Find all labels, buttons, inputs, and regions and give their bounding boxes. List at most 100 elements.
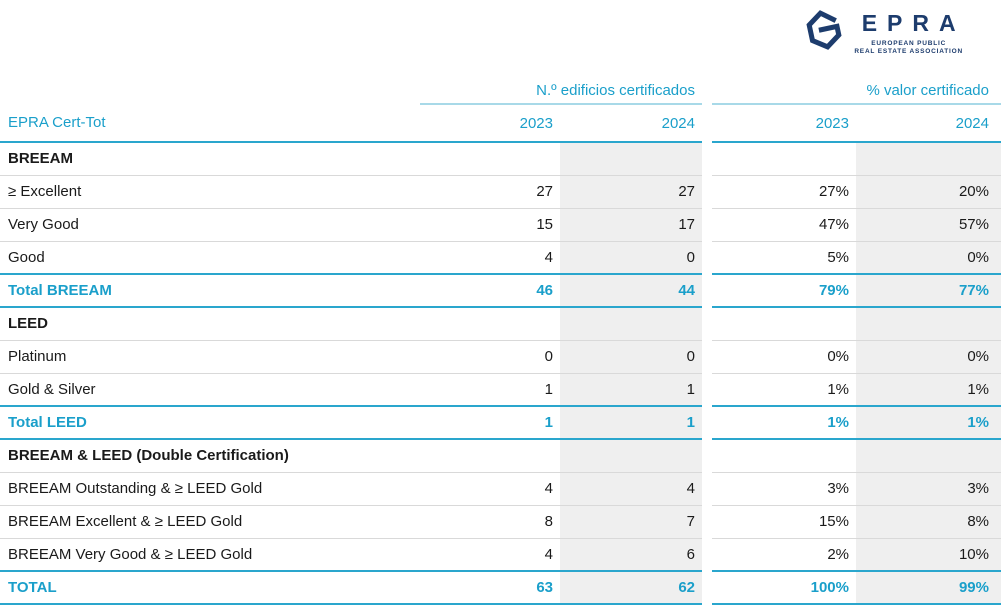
cell-num-2023: [420, 439, 560, 473]
cell-pct-2024: 99%: [856, 570, 1001, 605]
column-gap: [702, 104, 712, 142]
cell-pct-2023: 1%: [712, 405, 856, 440]
cell-pct-2023: [712, 307, 856, 341]
year-header-num-2024: 2024: [560, 104, 702, 143]
column-gap: [702, 307, 712, 340]
certification-table: N.º edificios certificados % valor certi…: [0, 80, 1001, 605]
column-gap: [702, 274, 712, 307]
cell-num-2024: 62: [560, 570, 702, 605]
section-header-row: BREEAM & LEED (Double Certification): [0, 439, 1001, 473]
epra-subtitle-line1: EUROPEAN PUBLIC: [871, 40, 947, 47]
row-label: ≥ Excellent: [0, 175, 420, 209]
cell-num-2023: 46: [420, 273, 560, 308]
row-label: Platinum: [0, 340, 420, 374]
row-label: Gold & Silver: [0, 373, 420, 407]
row-label: Good: [0, 241, 420, 275]
total-row: Total BREEAM 46 44 79% 77%: [0, 273, 1001, 308]
cell-num-2024: 27: [560, 175, 702, 209]
cell-pct-2023: [712, 142, 856, 176]
group-header-spacer: [0, 80, 420, 104]
cell-pct-2024: 20%: [856, 175, 1001, 209]
cell-num-2024: 0: [560, 340, 702, 374]
cell-num-2024: 4: [560, 472, 702, 506]
cell-pct-2024: 8%: [856, 505, 1001, 539]
column-gap: [702, 472, 712, 505]
cell-num-2024: 44: [560, 273, 702, 308]
column-gap: [702, 571, 712, 604]
year-header-row: EPRA Cert-Tot 2023 2024 2023 2024: [0, 104, 1001, 143]
row-label: BREEAM Excellent & ≥ LEED Gold: [0, 505, 420, 539]
epra-subtitle-line2: REAL ESTATE ASSOCIATION: [854, 48, 963, 56]
cell-pct-2023: 5%: [712, 241, 856, 275]
epra-brand-text: EPRA: [861, 10, 966, 36]
cell-pct-2024: [856, 142, 1001, 176]
table-row: BREEAM Outstanding & ≥ LEED Gold 4 4 3% 3%: [0, 472, 1001, 506]
column-gap: [702, 175, 712, 208]
column-gap: [702, 208, 712, 241]
cell-num-2024: 1: [560, 373, 702, 407]
cell-pct-2024: 0%: [856, 340, 1001, 374]
cell-num-2023: 0: [420, 340, 560, 374]
cell-pct-2023: 1%: [712, 373, 856, 407]
row-label: Total LEED: [0, 405, 420, 440]
cell-pct-2023: 47%: [712, 208, 856, 242]
column-gap: [702, 439, 712, 472]
row-label: Total BREEAM: [0, 273, 420, 308]
group-header-num-buildings: N.º edificios certificados: [420, 80, 702, 105]
row-label: LEED: [0, 307, 420, 341]
cell-pct-2024: 77%: [856, 273, 1001, 308]
column-gap: [702, 538, 712, 571]
row-label: BREEAM Outstanding & ≥ LEED Gold: [0, 472, 420, 506]
row-label: BREEAM Very Good & ≥ LEED Gold: [0, 538, 420, 572]
total-row: TOTAL 63 62 100% 99%: [0, 570, 1001, 605]
year-header-pct-2024: 2024: [856, 104, 1001, 143]
year-header-num-2023: 2023: [420, 104, 560, 143]
column-gap: [702, 505, 712, 538]
total-row: Total LEED 1 1 1% 1%: [0, 405, 1001, 440]
cell-num-2024: 7: [560, 505, 702, 539]
row-label: BREEAM: [0, 142, 420, 176]
cell-num-2024: 0: [560, 241, 702, 275]
cell-num-2023: 4: [420, 538, 560, 572]
column-gap: [702, 373, 712, 406]
cell-pct-2024: 1%: [856, 405, 1001, 440]
cell-pct-2023: 27%: [712, 175, 856, 209]
year-header-pct-2023: 2023: [712, 104, 856, 143]
column-gap: [702, 241, 712, 274]
column-gap: [702, 80, 712, 104]
table-row: Gold & Silver 1 1 1% 1%: [0, 373, 1001, 407]
column-group-header-row: N.º edificios certificados % valor certi…: [0, 80, 1001, 105]
row-label: Very Good: [0, 208, 420, 242]
section-header-row: BREEAM: [0, 142, 1001, 176]
cell-pct-2024: [856, 307, 1001, 341]
cell-pct-2023: 79%: [712, 273, 856, 308]
cell-num-2023: 1: [420, 373, 560, 407]
cell-pct-2023: 2%: [712, 538, 856, 572]
cell-num-2024: [560, 142, 702, 176]
epra-wordmark: EPRA EUROPEAN PUBLIC REAL ESTATE ASSOCIA…: [854, 9, 963, 57]
table-body: BREEAM ≥ Excellent 27 27 27% 20% Very Good 15 17…: [0, 142, 1001, 605]
table-row: Very Good 15 17 47% 57%: [0, 208, 1001, 242]
table-row: BREEAM Excellent & ≥ LEED Gold 8 7 15% 8%: [0, 505, 1001, 539]
column-gap: [702, 406, 712, 439]
row-label: BREEAM & LEED (Double Certification): [0, 439, 420, 473]
section-header-row: LEED: [0, 307, 1001, 341]
group-header-pct-value: % valor certificado: [712, 80, 1001, 105]
epra-subtitle: EUROPEAN PUBLIC REAL ESTATE ASSOCIATION: [854, 40, 963, 57]
cell-num-2023: 27: [420, 175, 560, 209]
cell-num-2024: 17: [560, 208, 702, 242]
cell-num-2024: 6: [560, 538, 702, 572]
table-row: Good 4 0 5% 0%: [0, 241, 1001, 275]
cell-num-2023: [420, 307, 560, 341]
table-title: EPRA Cert-Tot: [0, 104, 420, 143]
table-row: Platinum 0 0 0% 0%: [0, 340, 1001, 374]
cell-num-2023: 15: [420, 208, 560, 242]
cell-pct-2023: 15%: [712, 505, 856, 539]
cell-num-2023: 63: [420, 570, 560, 605]
cell-num-2023: [420, 142, 560, 176]
cell-pct-2024: [856, 439, 1001, 473]
cell-pct-2024: 10%: [856, 538, 1001, 572]
epra-hexagon-e-icon: [806, 10, 842, 50]
cell-pct-2024: 3%: [856, 472, 1001, 506]
